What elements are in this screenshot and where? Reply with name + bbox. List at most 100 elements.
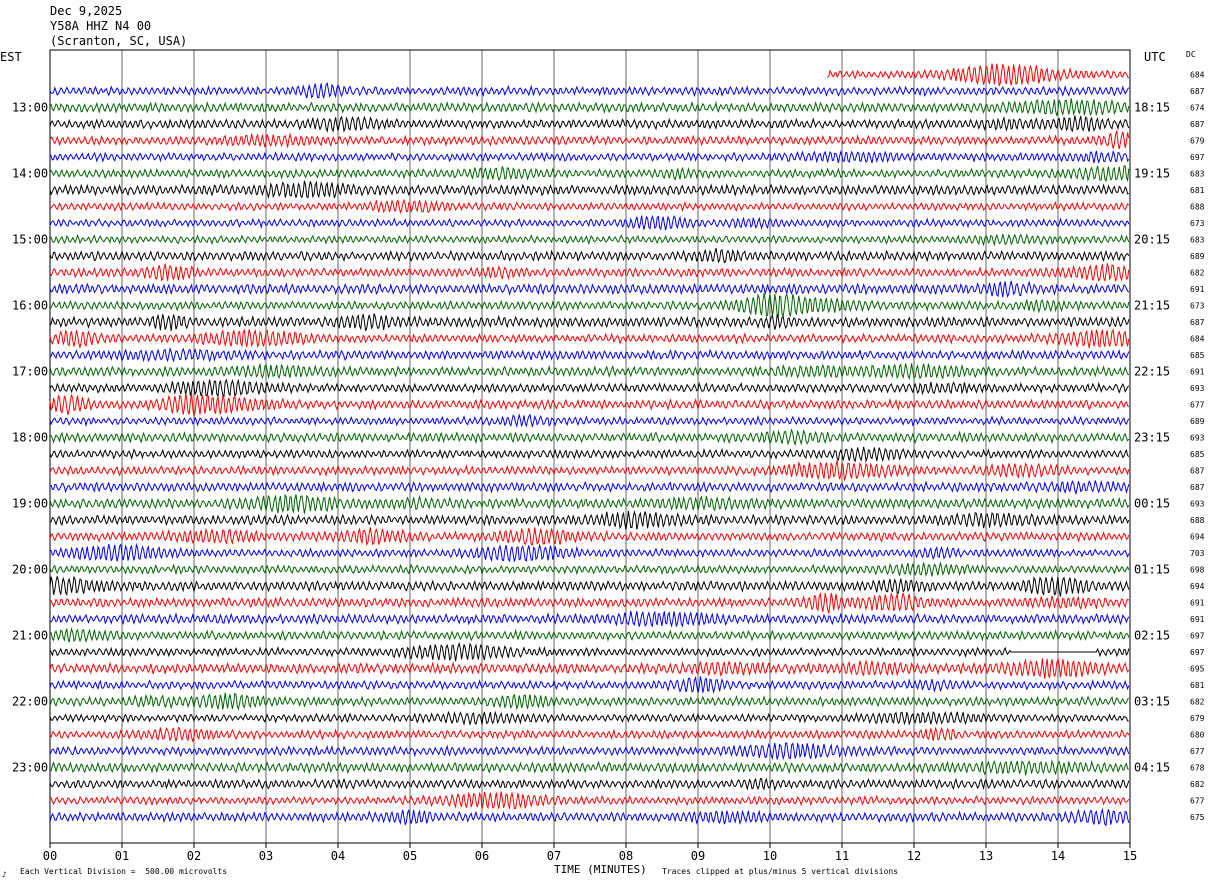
footer-mark: ♪: [2, 870, 7, 879]
utc-hour-label: 21:15: [1134, 299, 1170, 313]
seismic-trace: [49, 115, 1130, 133]
dc-offset-label: 689: [1190, 417, 1205, 426]
utc-hour-label: 23:15: [1134, 431, 1170, 445]
seismic-trace: [49, 610, 1130, 628]
seismic-trace: [49, 742, 1130, 761]
dc-offset-label: 684: [1190, 335, 1205, 344]
dc-offset-label: 698: [1190, 566, 1205, 575]
dc-offset-label: 688: [1190, 516, 1205, 525]
dc-offset-label: 693: [1190, 500, 1205, 509]
dc-offset-label: 697: [1190, 153, 1205, 162]
vertical-division-scale: Each Vertical Division = 500.00 microvol…: [20, 867, 228, 876]
dc-offset-label: 687: [1190, 467, 1205, 476]
seismic-trace: [49, 641, 1130, 662]
dc-offset-label: 679: [1190, 137, 1205, 146]
seismic-trace: [49, 363, 1130, 381]
x-tick-label: 01: [115, 849, 129, 863]
dc-offset-label: 687: [1190, 120, 1205, 129]
x-tick-label: 12: [907, 849, 921, 863]
seismic-trace: [49, 692, 1129, 711]
dc-offset-label: 677: [1190, 747, 1205, 756]
x-tick-label: 08: [619, 849, 633, 863]
est-hour-label: 15:00: [12, 233, 48, 247]
utc-hour-label: 01:15: [1134, 563, 1170, 577]
utc-hour-label: 20:15: [1134, 233, 1170, 247]
seismic-trace: [49, 542, 1130, 563]
utc-hour-label: 22:15: [1134, 365, 1170, 379]
dc-offset-label: 697: [1190, 632, 1205, 641]
right-timezone-label: UTC: [1144, 50, 1166, 64]
seismic-trace: [49, 759, 1130, 776]
utc-hour-label: 18:15: [1134, 101, 1170, 115]
seismic-trace: [49, 198, 1130, 214]
seismic-trace: [49, 575, 1130, 597]
dc-offset-label: 677: [1190, 797, 1205, 806]
seismic-trace: [49, 328, 1130, 349]
seismic-trace: [49, 262, 1130, 283]
est-hour-label: 13:00: [12, 101, 48, 115]
utc-hour-label: 03:15: [1134, 695, 1170, 709]
est-hour-label: 18:00: [12, 431, 48, 445]
dc-offset-label: 681: [1190, 681, 1205, 690]
seismic-trace: [49, 180, 1130, 200]
dc-offset-label: 683: [1190, 236, 1205, 245]
seismic-trace: [49, 675, 1130, 695]
dc-offset-label: 703: [1190, 549, 1205, 558]
dc-offset-label: 679: [1190, 714, 1205, 723]
seismic-trace: [49, 657, 1130, 679]
dc-offset-label: 685: [1190, 450, 1205, 459]
seismic-trace: [49, 247, 1130, 264]
seismic-trace: [49, 626, 1130, 643]
dc-offset-label: 681: [1190, 186, 1205, 195]
x-axis-title: TIME (MINUTES): [554, 863, 647, 876]
dc-offset-label: 685: [1190, 351, 1205, 360]
x-tick-label: 11: [835, 849, 849, 863]
dc-offset-label: 691: [1190, 599, 1205, 608]
seismic-trace: [49, 493, 1130, 514]
dc-offset-label: 682: [1190, 698, 1205, 707]
seismic-trace: [49, 561, 1130, 577]
dc-offset-label: 687: [1190, 318, 1205, 327]
seismic-trace: [49, 393, 1130, 417]
est-hour-label: 19:00: [12, 497, 48, 511]
seismic-trace: [49, 129, 1130, 150]
dc-offset-label: 694: [1190, 533, 1205, 542]
dc-offset-label: 687: [1190, 483, 1205, 492]
seismic-trace: [49, 292, 1130, 319]
seismic-trace: [49, 378, 1130, 398]
dc-offset-label: 697: [1190, 648, 1205, 657]
utc-hour-label: 02:15: [1134, 629, 1170, 643]
x-tick-label: 06: [475, 849, 489, 863]
est-hour-label: 23:00: [12, 761, 48, 775]
seismic-trace: [49, 165, 1130, 183]
x-tick-label: 00: [43, 849, 57, 863]
dc-offset-label: 675: [1190, 813, 1205, 822]
dc-offset-label: 691: [1190, 615, 1205, 624]
dc-offset-label: 682: [1190, 780, 1205, 789]
left-timezone-label: EST: [0, 50, 22, 64]
clip-note: Traces clipped at plus/minus 5 vertical …: [662, 867, 899, 876]
x-tick-label: 03: [259, 849, 273, 863]
header-station: Y58A HHZ N4 00: [50, 19, 152, 33]
dc-offset-label: 687: [1190, 87, 1205, 96]
seismic-trace: [49, 214, 1130, 231]
x-tick-label: 07: [547, 849, 561, 863]
seismic-trace: [49, 81, 1130, 99]
est-hour-label: 16:00: [12, 299, 48, 313]
seismic-trace: [827, 63, 1130, 87]
seismic-trace: [49, 591, 1130, 615]
dc-offset-label: 680: [1190, 731, 1205, 740]
plot-frame: [49, 49, 1131, 844]
utc-hour-label: 19:15: [1134, 167, 1170, 181]
x-tick-label: 05: [403, 849, 417, 863]
est-hour-label: 20:00: [12, 563, 48, 577]
seismic-trace: [49, 413, 1130, 428]
seismic-trace: [49, 807, 1130, 827]
dc-header-label: DC: [1186, 50, 1196, 59]
seismic-trace: [49, 527, 1130, 547]
seismic-trace: [50, 791, 1130, 810]
dc-offset-label: 677: [1190, 401, 1205, 410]
dc-offset-label: 678: [1190, 764, 1205, 773]
dc-offset-label: 689: [1190, 252, 1205, 261]
dc-offset-label: 695: [1190, 665, 1205, 674]
